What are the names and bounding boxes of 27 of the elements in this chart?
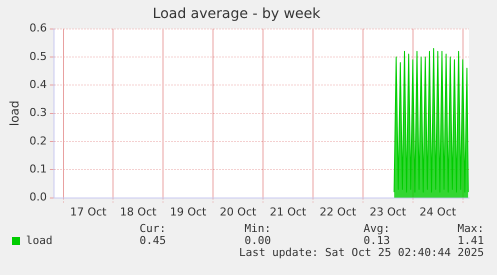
y-tick-label: 0.6 xyxy=(29,22,47,35)
x-tick-label: 17 Oct xyxy=(70,205,108,218)
chart-title: Load average - by week xyxy=(152,6,322,22)
text: 0.00 xyxy=(244,234,271,247)
text: 0.13 xyxy=(364,234,390,247)
x-tick-label: 23 Oct xyxy=(370,205,407,218)
y-tick-label: 0.3 xyxy=(29,106,47,120)
x-tick-label: 22 Oct xyxy=(320,205,357,218)
x-tick-label: 19 Oct xyxy=(170,205,208,218)
text: 1.41 xyxy=(458,234,484,247)
text: Min: xyxy=(244,222,271,235)
text: Last update: Sat Oct 25 02:40:44 2025 xyxy=(238,246,484,259)
text: Cur: xyxy=(140,222,166,235)
x-tick-label: 18 Oct xyxy=(120,205,158,218)
text: Avg: xyxy=(364,222,390,235)
y-tick-label: 0.2 xyxy=(29,134,47,148)
x-tick-label: 20 Oct xyxy=(220,205,257,218)
y-tick-label: 0.0 xyxy=(29,190,47,204)
legend-label: load xyxy=(26,234,52,247)
y-tick-label: 0.4 xyxy=(29,78,47,91)
y-tick-label: 0.1 xyxy=(29,162,47,176)
text: 0.45 xyxy=(140,234,166,247)
y-axis-title: load xyxy=(7,100,22,126)
x-tick-label: 21 Oct xyxy=(270,205,307,218)
y-tick-label: 0.5 xyxy=(29,50,47,63)
text: Max: xyxy=(458,222,484,235)
x-tick-label: 24 Oct xyxy=(420,205,457,218)
